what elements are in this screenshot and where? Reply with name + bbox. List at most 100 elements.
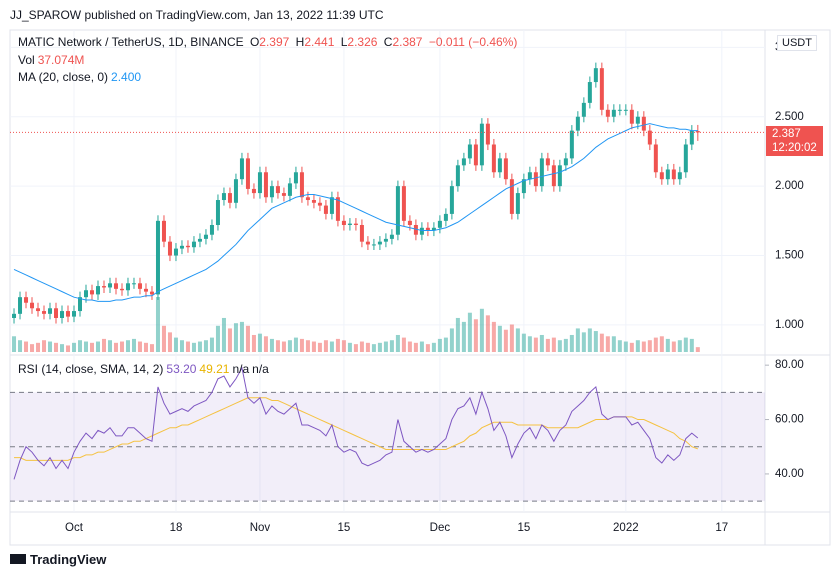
volume-bar xyxy=(605,336,610,352)
candle-body xyxy=(185,245,190,248)
candle-body xyxy=(269,186,274,198)
volume-bar xyxy=(173,337,178,352)
candle-body xyxy=(299,172,304,198)
volume-bar xyxy=(107,340,112,352)
candle-body xyxy=(323,205,328,214)
o-value: 2.397 xyxy=(259,35,290,49)
legend-ma: MA (20, close, 0) 2.400 xyxy=(18,70,144,84)
volume-bar xyxy=(131,338,136,352)
candle-body xyxy=(36,308,41,312)
candle-body xyxy=(263,172,268,198)
volume-bar xyxy=(395,334,400,352)
candle-body xyxy=(24,297,29,303)
candle-body xyxy=(251,188,256,194)
volume-bar xyxy=(257,333,262,352)
candle-body xyxy=(48,308,53,314)
candle-body xyxy=(599,68,604,110)
volume-bar xyxy=(641,341,646,352)
volume-bar xyxy=(125,340,130,352)
volume-bar xyxy=(443,337,448,352)
candle-body xyxy=(275,186,280,194)
volume-bar xyxy=(383,341,388,352)
volume-bar xyxy=(419,341,424,352)
volume-bar xyxy=(209,337,214,352)
volume-bar xyxy=(563,338,568,352)
rsi-band xyxy=(10,392,765,502)
l-value: 2.326 xyxy=(347,35,378,49)
vol-name: Vol xyxy=(18,53,35,67)
volume-bar xyxy=(689,338,694,352)
volume-bar xyxy=(377,342,382,352)
x-tick-label: 17 xyxy=(715,522,728,534)
candle-body xyxy=(179,245,184,249)
candle-body xyxy=(197,238,202,242)
volume-bar xyxy=(287,340,292,352)
candle-body xyxy=(479,123,484,166)
volume-bar xyxy=(215,325,220,352)
volume-bar xyxy=(371,344,376,352)
volume-bar xyxy=(497,325,502,352)
candle-body xyxy=(353,223,358,226)
candle-body xyxy=(95,286,100,295)
currency-button[interactable]: USDT xyxy=(777,35,817,51)
candle-body xyxy=(209,225,214,235)
volume-bar xyxy=(36,342,41,352)
volume-bar xyxy=(143,342,148,352)
h-label: H xyxy=(295,35,305,49)
volume-bar xyxy=(42,340,47,352)
footer: TradingView xyxy=(10,552,109,567)
price-tag: 2.387 12:20:02 xyxy=(766,126,823,156)
volume-bar xyxy=(60,344,65,352)
published: JJ_SPAROW published on TradingView.com, … xyxy=(10,8,384,22)
volume-bar xyxy=(137,341,142,352)
candle-body xyxy=(431,227,436,231)
candle-body xyxy=(143,288,148,292)
legend-vol: Vol 37.074M xyxy=(18,53,87,67)
volume-bar xyxy=(515,328,520,352)
candle-body xyxy=(173,248,178,256)
volume-bar xyxy=(683,337,688,352)
volume-bar xyxy=(311,341,316,352)
volume-bar xyxy=(629,342,634,352)
symbol: MATIC Network / TetherUS, 1D, BINANCE xyxy=(18,35,244,49)
countdown: 12:20:02 xyxy=(772,142,817,154)
rsi-sma-value: 49.21 xyxy=(199,362,230,376)
candle-body xyxy=(671,169,676,180)
volume-bar xyxy=(293,337,298,352)
candle-body xyxy=(593,68,598,83)
candle-body xyxy=(389,234,394,239)
volume-bar xyxy=(167,332,172,352)
volume-bar xyxy=(617,340,622,352)
volume-bar xyxy=(575,328,580,352)
volume-bar xyxy=(449,328,454,352)
volume-bar xyxy=(359,341,364,352)
candle-body xyxy=(683,144,688,173)
candle-body xyxy=(215,200,220,226)
candle-body xyxy=(161,220,166,242)
volume-bar xyxy=(587,328,592,352)
volume-bar xyxy=(503,329,508,352)
candle-body xyxy=(281,193,286,196)
volume-bar xyxy=(203,340,208,352)
volume-bar xyxy=(473,319,478,352)
candle-body xyxy=(491,144,496,173)
volume-bar xyxy=(227,328,232,352)
volume-bar xyxy=(12,336,17,352)
change: −0.011 (−0.46%) xyxy=(428,35,518,49)
volume-bar xyxy=(305,340,310,352)
volume-bar xyxy=(101,338,106,352)
legend-rsi: RSI (14, close, SMA, 14, 2) 53.20 49.21 n/a… xyxy=(18,362,272,376)
candle-body xyxy=(467,144,472,159)
volume-bar xyxy=(431,342,436,352)
candle-body xyxy=(407,220,412,226)
candle-body xyxy=(89,290,94,295)
candle-body xyxy=(12,313,17,318)
volume-bar xyxy=(413,342,418,352)
candle-body xyxy=(341,220,346,226)
candle-body xyxy=(401,186,406,221)
candle-body xyxy=(131,283,136,285)
volume-bar xyxy=(437,338,442,352)
volume-bar xyxy=(347,342,352,352)
volume-bar xyxy=(647,340,652,352)
volume-bar xyxy=(467,312,472,352)
